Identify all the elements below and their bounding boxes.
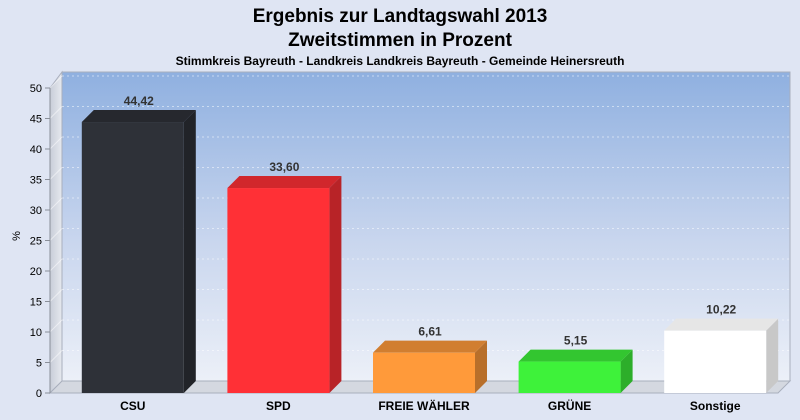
x-axis: CSU SPD FREIE WÄHLER GRÜNE Sonstige — [120, 398, 741, 413]
y-tick-label: 50 — [30, 83, 42, 95]
bar-side — [329, 176, 342, 393]
y-axis-label: % — [11, 231, 23, 241]
y-tick-label: 10 — [30, 327, 42, 339]
y-tick-label: 20 — [30, 266, 42, 278]
bar-top — [227, 176, 342, 189]
bar-top — [664, 318, 779, 331]
data-label: 5,15 — [564, 334, 588, 348]
bar-top — [373, 340, 487, 353]
grid-line-side — [49, 319, 63, 333]
data-label: 33,60 — [269, 160, 299, 174]
bar-side — [620, 349, 633, 393]
bar-csu — [81, 110, 196, 394]
y-tick-label: 35 — [30, 175, 42, 187]
y-axis: 0 5 10 15 20 25 30 35 40 45 50 — [30, 83, 50, 400]
grid-line-side — [49, 167, 63, 180]
chart-subtitle: Stimmkreis Bayreuth - Landkreis Landkrei… — [176, 54, 625, 68]
x-tick-label: CSU — [120, 399, 145, 413]
y-tick-label: 15 — [30, 297, 42, 309]
bar-top — [81, 110, 196, 123]
bar-front — [518, 361, 621, 393]
grid-line-side — [49, 258, 63, 272]
grid-line-side — [49, 289, 63, 302]
x-tick-label: GRÜNE — [548, 398, 591, 413]
bar-front — [373, 352, 475, 393]
y-tick-label: 0 — [36, 388, 42, 400]
chart-title-line2: Zweitstimmen in Prozent — [288, 30, 512, 51]
data-label: 10,22 — [706, 303, 736, 317]
bar-spd — [227, 176, 342, 393]
y-tick-label: 40 — [30, 144, 42, 156]
y-tick-label: 30 — [30, 205, 42, 217]
bar-side — [183, 110, 196, 394]
y-tick-label: 45 — [30, 114, 42, 126]
grid-line-side — [49, 197, 63, 211]
bars — [81, 110, 779, 394]
grid-line-side — [49, 228, 63, 241]
bar-top — [518, 349, 633, 362]
bar-freie-w-hler — [373, 340, 487, 393]
bar-front — [227, 188, 330, 393]
x-tick-label: SPD — [266, 399, 291, 413]
data-label: 6,61 — [418, 325, 442, 339]
bar-front — [664, 330, 767, 393]
chart-title: Ergebnis zur Landtagswahl 2013 — [253, 6, 548, 27]
plot-side-wall — [49, 70, 63, 395]
x-tick-label: FREIE WÄHLER — [378, 398, 470, 413]
data-label: 44,42 — [124, 94, 154, 108]
y-tick-label: 25 — [30, 236, 42, 248]
grid-line-side — [49, 106, 63, 119]
grid-line-side — [49, 350, 63, 363]
data-labels: 44,42 33,60 6,61 5,15 10,22 — [124, 94, 737, 348]
x-tick-label: Sonstige — [690, 399, 741, 413]
bar-side — [766, 318, 779, 393]
bar-front — [81, 122, 184, 394]
bar-sonstige — [664, 318, 779, 393]
bar-gr-ne — [518, 349, 633, 393]
y-tick-label: 5 — [36, 358, 42, 370]
bar-side — [475, 340, 487, 393]
grid-line-side — [49, 75, 63, 89]
grid-line-side — [49, 136, 63, 150]
